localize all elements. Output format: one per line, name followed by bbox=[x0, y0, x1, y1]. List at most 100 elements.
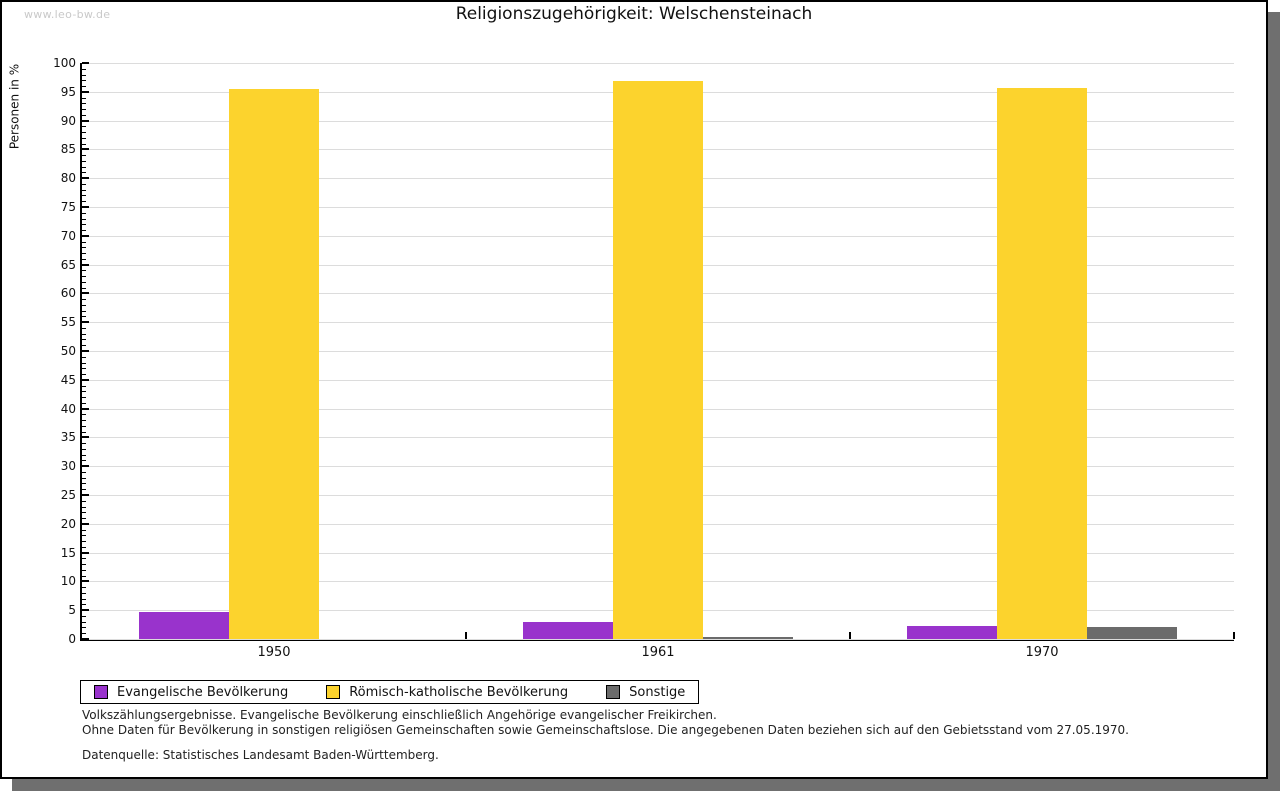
y-tick-label-0: 0 bbox=[68, 632, 76, 646]
y-major-tick-50 bbox=[82, 350, 89, 352]
y-minor-tick-71 bbox=[82, 230, 86, 232]
y-minor-tick-27 bbox=[82, 483, 86, 485]
y-minor-tick-64 bbox=[82, 270, 86, 272]
y-minor-tick-83 bbox=[82, 160, 86, 162]
y-minor-tick-42 bbox=[82, 397, 86, 399]
y-tick-label-80: 80 bbox=[60, 171, 76, 186]
legend-item-1: Römisch-katholische Bevölkerung bbox=[326, 685, 568, 700]
legend-swatch-icon bbox=[94, 685, 108, 699]
y-minor-tick-34 bbox=[82, 443, 86, 445]
y-minor-tick-43 bbox=[82, 391, 86, 393]
footer-note-1: Volkszählungsergebnisse. Evangelische Be… bbox=[82, 708, 717, 722]
y-tick-label-85: 85 bbox=[60, 142, 76, 157]
y-minor-tick-38 bbox=[82, 420, 86, 422]
y-minor-tick-68 bbox=[82, 247, 86, 249]
y-minor-tick-9 bbox=[82, 587, 86, 589]
x-category-label-1961: 1961 bbox=[641, 645, 675, 660]
bar-1950-series-0 bbox=[139, 612, 229, 639]
y-minor-tick-21 bbox=[82, 518, 86, 520]
y-tick-label-40: 40 bbox=[60, 401, 76, 416]
bar-1970-series-0 bbox=[907, 626, 997, 639]
y-minor-tick-87 bbox=[82, 137, 86, 139]
y-tick-label-95: 95 bbox=[60, 84, 76, 99]
y-tick-label-65: 65 bbox=[60, 257, 76, 272]
y-major-tick-15 bbox=[82, 551, 89, 554]
legend: Evangelische Bevölkerung Römisch-katholis… bbox=[80, 680, 700, 704]
watermark-url: www.leo-bw.de bbox=[24, 8, 111, 21]
y-tick-label-70: 70 bbox=[60, 228, 76, 243]
y-tick-label-50: 50 bbox=[60, 344, 76, 358]
footer-source: Datenquelle: Statistisches Landesamt Bad… bbox=[82, 748, 439, 762]
y-minor-tick-18 bbox=[82, 535, 86, 537]
y-minor-tick-11 bbox=[82, 575, 86, 577]
y-minor-tick-88 bbox=[82, 132, 86, 134]
y-minor-tick-6 bbox=[82, 604, 86, 606]
y-minor-tick-8 bbox=[82, 592, 86, 594]
x-category-label-1970: 1970 bbox=[1025, 645, 1059, 660]
y-tick-label-100: 100 bbox=[53, 56, 76, 70]
legend-label: Evangelische Bevölkerung bbox=[117, 684, 289, 700]
y-minor-tick-1 bbox=[82, 633, 86, 635]
y-minor-tick-76 bbox=[82, 201, 86, 203]
y-minor-tick-3 bbox=[82, 621, 86, 623]
y-minor-tick-49 bbox=[82, 356, 86, 358]
plot-area bbox=[80, 62, 1235, 641]
y-minor-tick-78 bbox=[82, 189, 86, 191]
y-major-tick-80 bbox=[82, 177, 89, 180]
y-major-tick-65 bbox=[82, 263, 89, 266]
bar-1961-series-1 bbox=[613, 81, 703, 639]
y-minor-tick-4 bbox=[82, 615, 86, 617]
y-tick-label-75: 75 bbox=[60, 200, 76, 214]
y-minor-tick-7 bbox=[82, 598, 86, 600]
y-tick-label-20: 20 bbox=[60, 516, 76, 531]
y-major-tick-40 bbox=[82, 407, 89, 410]
y-tick-label-5: 5 bbox=[68, 603, 76, 618]
y-minor-tick-2 bbox=[82, 627, 86, 629]
y-minor-tick-69 bbox=[82, 241, 86, 243]
legend-label: Sonstige bbox=[629, 684, 686, 700]
y-tick-label-45: 45 bbox=[60, 372, 76, 387]
bar-1970-series-1 bbox=[997, 88, 1087, 639]
y-major-tick-95 bbox=[82, 90, 89, 93]
y-major-tick-0 bbox=[82, 638, 89, 640]
y-minor-tick-36 bbox=[82, 431, 86, 433]
y-minor-tick-26 bbox=[82, 489, 86, 491]
x-boundary-tick-3 bbox=[1233, 632, 1235, 639]
y-minor-tick-92 bbox=[82, 109, 86, 111]
y-minor-tick-89 bbox=[82, 126, 86, 128]
y-tick-label-90: 90 bbox=[60, 113, 76, 128]
y-tick-label-35: 35 bbox=[60, 430, 76, 445]
y-minor-tick-98 bbox=[82, 74, 86, 76]
y-major-tick-10 bbox=[82, 580, 89, 583]
y-minor-tick-47 bbox=[82, 368, 86, 370]
bar-1970-series-2 bbox=[1087, 627, 1177, 639]
y-minor-tick-58 bbox=[82, 304, 86, 306]
y-minor-tick-99 bbox=[82, 68, 86, 70]
bar-1961-series-0 bbox=[523, 622, 613, 639]
y-minor-tick-14 bbox=[82, 558, 86, 560]
legend-item-2: Sonstige bbox=[606, 685, 685, 700]
y-minor-tick-77 bbox=[82, 195, 86, 197]
y-minor-tick-37 bbox=[82, 425, 86, 427]
legend-swatch-icon bbox=[606, 685, 621, 699]
y-major-tick-30 bbox=[82, 465, 89, 468]
y-tick-label-30: 30 bbox=[60, 459, 76, 474]
y-minor-tick-44 bbox=[82, 385, 86, 387]
chart-title: Religionszugehörigkeit: Welschensteinach bbox=[455, 4, 813, 24]
y-minor-tick-13 bbox=[82, 564, 86, 566]
y-minor-tick-12 bbox=[82, 569, 86, 571]
y-minor-tick-67 bbox=[82, 253, 86, 255]
y-major-tick-35 bbox=[82, 436, 89, 439]
y-tick-label-55: 55 bbox=[60, 315, 76, 330]
y-minor-tick-32 bbox=[82, 454, 86, 456]
y-major-tick-5 bbox=[82, 609, 89, 612]
y-minor-tick-53 bbox=[82, 333, 86, 335]
y-major-tick-100 bbox=[82, 62, 89, 64]
y-minor-tick-51 bbox=[82, 345, 86, 347]
footer-note-2: Ohne Daten für Bevölkerung in sonstigen … bbox=[82, 723, 1129, 737]
y-major-tick-20 bbox=[82, 522, 89, 525]
x-category-label-1950: 1950 bbox=[257, 645, 291, 660]
y-minor-tick-59 bbox=[82, 299, 86, 301]
y-minor-tick-86 bbox=[82, 143, 86, 145]
y-minor-tick-23 bbox=[82, 506, 86, 508]
